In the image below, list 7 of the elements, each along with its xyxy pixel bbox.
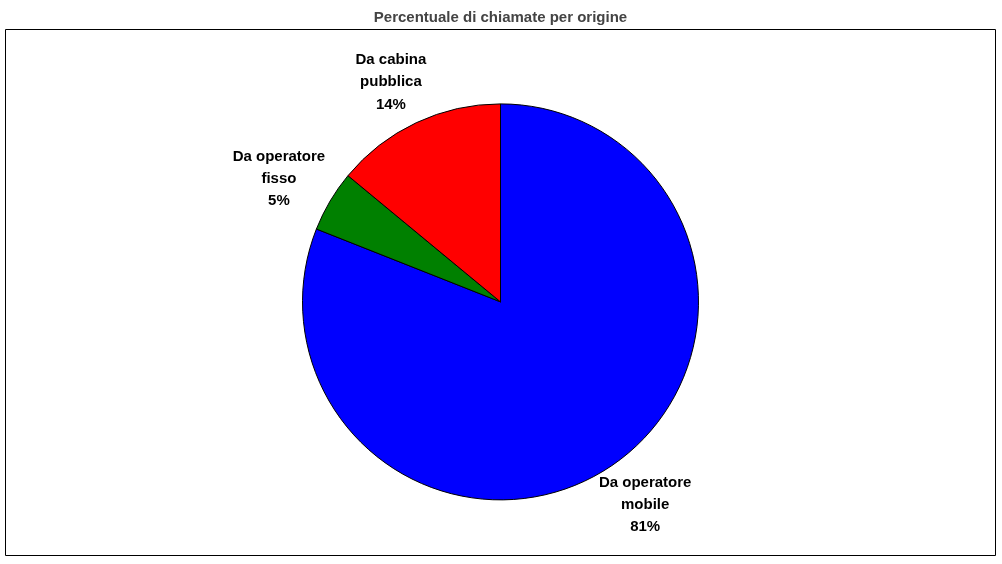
slice-label: Da operatore mobile	[598, 473, 692, 513]
data-label: 5%	[268, 191, 290, 209]
data-label: 14%	[375, 94, 406, 112]
slice-label: Da operatore fisso	[232, 146, 326, 187]
chart-title: Percentuale di chiamate per origine	[373, 7, 628, 25]
slice-label: Da cabina pubblica	[355, 50, 427, 90]
data-label: 81%	[630, 517, 661, 535]
